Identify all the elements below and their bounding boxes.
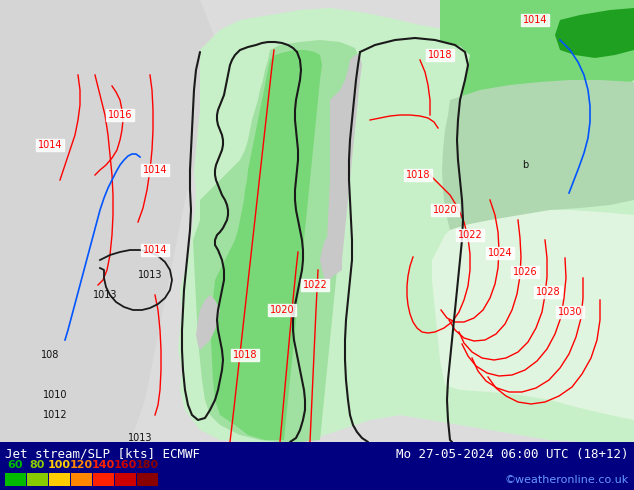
Polygon shape xyxy=(211,50,322,440)
Text: 1014: 1014 xyxy=(143,165,167,175)
Polygon shape xyxy=(193,40,360,442)
Polygon shape xyxy=(178,8,634,442)
Text: 1018: 1018 xyxy=(233,350,257,360)
Bar xyxy=(115,473,136,486)
Text: 1013: 1013 xyxy=(127,433,152,443)
Text: 120: 120 xyxy=(70,460,93,470)
Bar xyxy=(137,473,158,486)
Text: b: b xyxy=(522,160,528,170)
Text: 1018: 1018 xyxy=(406,170,430,180)
Text: 1014: 1014 xyxy=(38,140,62,150)
Polygon shape xyxy=(327,55,362,275)
Text: 1022: 1022 xyxy=(458,230,482,240)
Text: 100: 100 xyxy=(48,460,71,470)
Polygon shape xyxy=(196,295,220,350)
Bar xyxy=(49,473,70,486)
Text: 1010: 1010 xyxy=(42,390,67,400)
Text: 140: 140 xyxy=(92,460,115,470)
Text: 1018: 1018 xyxy=(428,50,452,60)
Text: 180: 180 xyxy=(136,460,159,470)
Text: 1013: 1013 xyxy=(138,270,162,280)
Text: 1022: 1022 xyxy=(302,280,327,290)
Text: 1030: 1030 xyxy=(558,307,582,317)
Text: 1014: 1014 xyxy=(523,15,547,25)
Polygon shape xyxy=(342,40,470,362)
Text: 1012: 1012 xyxy=(42,410,67,420)
Polygon shape xyxy=(0,0,220,442)
Text: 1028: 1028 xyxy=(536,287,560,297)
Text: 1014: 1014 xyxy=(143,245,167,255)
Text: 108: 108 xyxy=(41,350,59,360)
Polygon shape xyxy=(432,210,634,420)
Bar xyxy=(5,473,26,486)
Text: Jet stream/SLP [kts] ECMWF: Jet stream/SLP [kts] ECMWF xyxy=(5,447,200,461)
Bar xyxy=(27,473,48,486)
Polygon shape xyxy=(320,235,340,280)
Polygon shape xyxy=(555,8,634,58)
Text: ©weatheronline.co.uk: ©weatheronline.co.uk xyxy=(505,475,629,485)
Polygon shape xyxy=(442,80,634,230)
Text: 1020: 1020 xyxy=(432,205,457,215)
Text: 1026: 1026 xyxy=(513,267,537,277)
Polygon shape xyxy=(435,0,634,120)
Text: Mo 27-05-2024 06:00 UTC (18+12): Mo 27-05-2024 06:00 UTC (18+12) xyxy=(396,447,629,461)
Text: 60: 60 xyxy=(8,460,23,470)
Bar xyxy=(93,473,114,486)
Text: 1016: 1016 xyxy=(108,110,133,120)
Bar xyxy=(0,442,634,490)
Text: 80: 80 xyxy=(30,460,45,470)
Bar xyxy=(71,473,92,486)
Text: 1020: 1020 xyxy=(269,305,294,315)
Text: 1024: 1024 xyxy=(488,248,512,258)
Text: 1013: 1013 xyxy=(93,290,117,300)
Text: 160: 160 xyxy=(114,460,137,470)
